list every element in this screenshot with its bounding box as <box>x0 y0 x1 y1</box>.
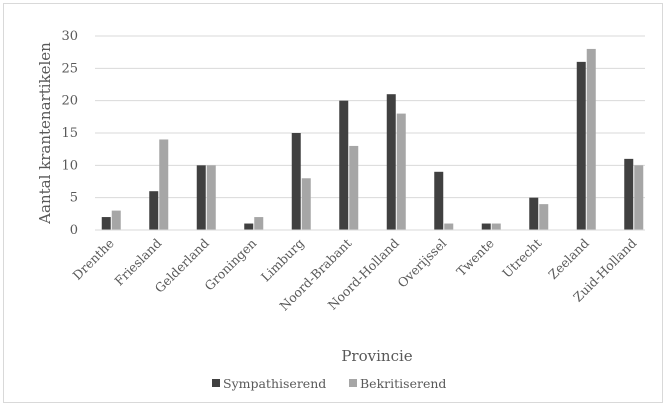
x-tick-label: Overijssel <box>394 236 449 291</box>
chart-frame <box>3 3 663 403</box>
bar-bekritiserend-utrecht: Bekritiserend Utrecht: 4 <box>539 204 549 230</box>
bar-bekritiserend-noord-holland: Bekritiserend Noord-Holland: 18 <box>396 113 406 230</box>
gridlines <box>95 35 645 199</box>
x-tick-label: Drenthe <box>70 236 117 283</box>
y-tick-label: 10 <box>61 158 78 173</box>
bar-sympathiserend-friesland: Sympathiserend Friesland: 6 <box>149 191 159 230</box>
y-tick-label: 0 <box>70 223 78 238</box>
bar-bekritiserend-zuid-holland: Bekritiserend Zuid-Holland: 10 <box>634 165 644 230</box>
legend-swatch-sympathiserend <box>212 379 220 387</box>
legend-label-sympathiserend: Sympathiserend <box>223 376 326 391</box>
x-tick-label: Groningen <box>201 236 259 294</box>
x-tick-label: Utrecht <box>499 236 544 281</box>
bar-bekritiserend-drenthe: Bekritiserend Drenthe: 3 <box>111 210 121 230</box>
bar-sympathiserend-gelderland: Sympathiserend Gelderland: 10 <box>196 165 206 230</box>
x-tick-label: Zeeland <box>545 236 592 283</box>
bars: Sympathiserend Drenthe: 2Bekritiserend D… <box>101 48 644 231</box>
bar-bekritiserend-twente: Bekritiserend Twente: 1 <box>491 223 501 230</box>
bar-sympathiserend-groningen: Sympathiserend Groningen: 1 <box>244 223 254 230</box>
y-axis-title: Aantal krantenartikelen <box>36 42 54 225</box>
legend: Sympathiserend Bekritiserend <box>212 376 446 391</box>
bar-bekritiserend-zeeland: Bekritiserend Zeeland: 28 <box>586 48 596 230</box>
y-tick-label: 30 <box>61 29 78 44</box>
bar-bekritiserend-friesland: Bekritiserend Friesland: 14 <box>159 139 169 230</box>
legend-label-bekritiserend: Bekritiserend <box>360 376 446 391</box>
x-axis-categories: DrentheFrieslandGelderlandGroningenLimbu… <box>70 236 640 314</box>
y-tick-label: 20 <box>61 94 78 109</box>
legend-swatch-bekritiserend <box>349 379 357 387</box>
bar-bekritiserend-noord-brabant: Bekritiserend Noord-Brabant: 13 <box>349 145 359 230</box>
bar-sympathiserend-noord-holland: Sympathiserend Noord-Holland: 21 <box>386 94 396 230</box>
bar-bekritiserend-gelderland: Bekritiserend Gelderland: 10 <box>206 165 216 230</box>
y-axis-ticks: 0 5 10 15 20 25 30 <box>61 29 78 238</box>
bar-sympathiserend-limburg: Sympathiserend Limburg: 15 <box>291 133 301 230</box>
y-tick-label: 25 <box>61 61 78 76</box>
x-tick-label: Twente <box>453 236 496 279</box>
bar-sympathiserend-zuid-holland: Sympathiserend Zuid-Holland: 11 <box>624 158 634 230</box>
bar-sympathiserend-twente: Sympathiserend Twente: 1 <box>481 223 491 230</box>
bar-sympathiserend-zeeland: Sympathiserend Zeeland: 26 <box>576 61 586 230</box>
bar-sympathiserend-utrecht: Sympathiserend Utrecht: 5 <box>529 197 539 230</box>
y-tick-label: 5 <box>70 191 78 206</box>
bar-bekritiserend-groningen: Bekritiserend Groningen: 2 <box>254 217 264 230</box>
bar-bekritiserend-limburg: Bekritiserend Limburg: 8 <box>301 178 311 230</box>
x-tick-label: Limburg <box>258 236 307 285</box>
x-axis-title: Provincie <box>341 347 412 365</box>
bar-bekritiserend-overijssel: Bekritiserend Overijssel: 1 <box>444 223 454 230</box>
bar-sympathiserend-drenthe: Sympathiserend Drenthe: 2 <box>101 217 111 230</box>
bar-sympathiserend-noord-brabant: Sympathiserend Noord-Brabant: 20 <box>339 100 349 231</box>
bar-sympathiserend-overijssel: Sympathiserend Overijssel: 9 <box>434 171 444 230</box>
y-tick-label: 15 <box>61 126 78 141</box>
